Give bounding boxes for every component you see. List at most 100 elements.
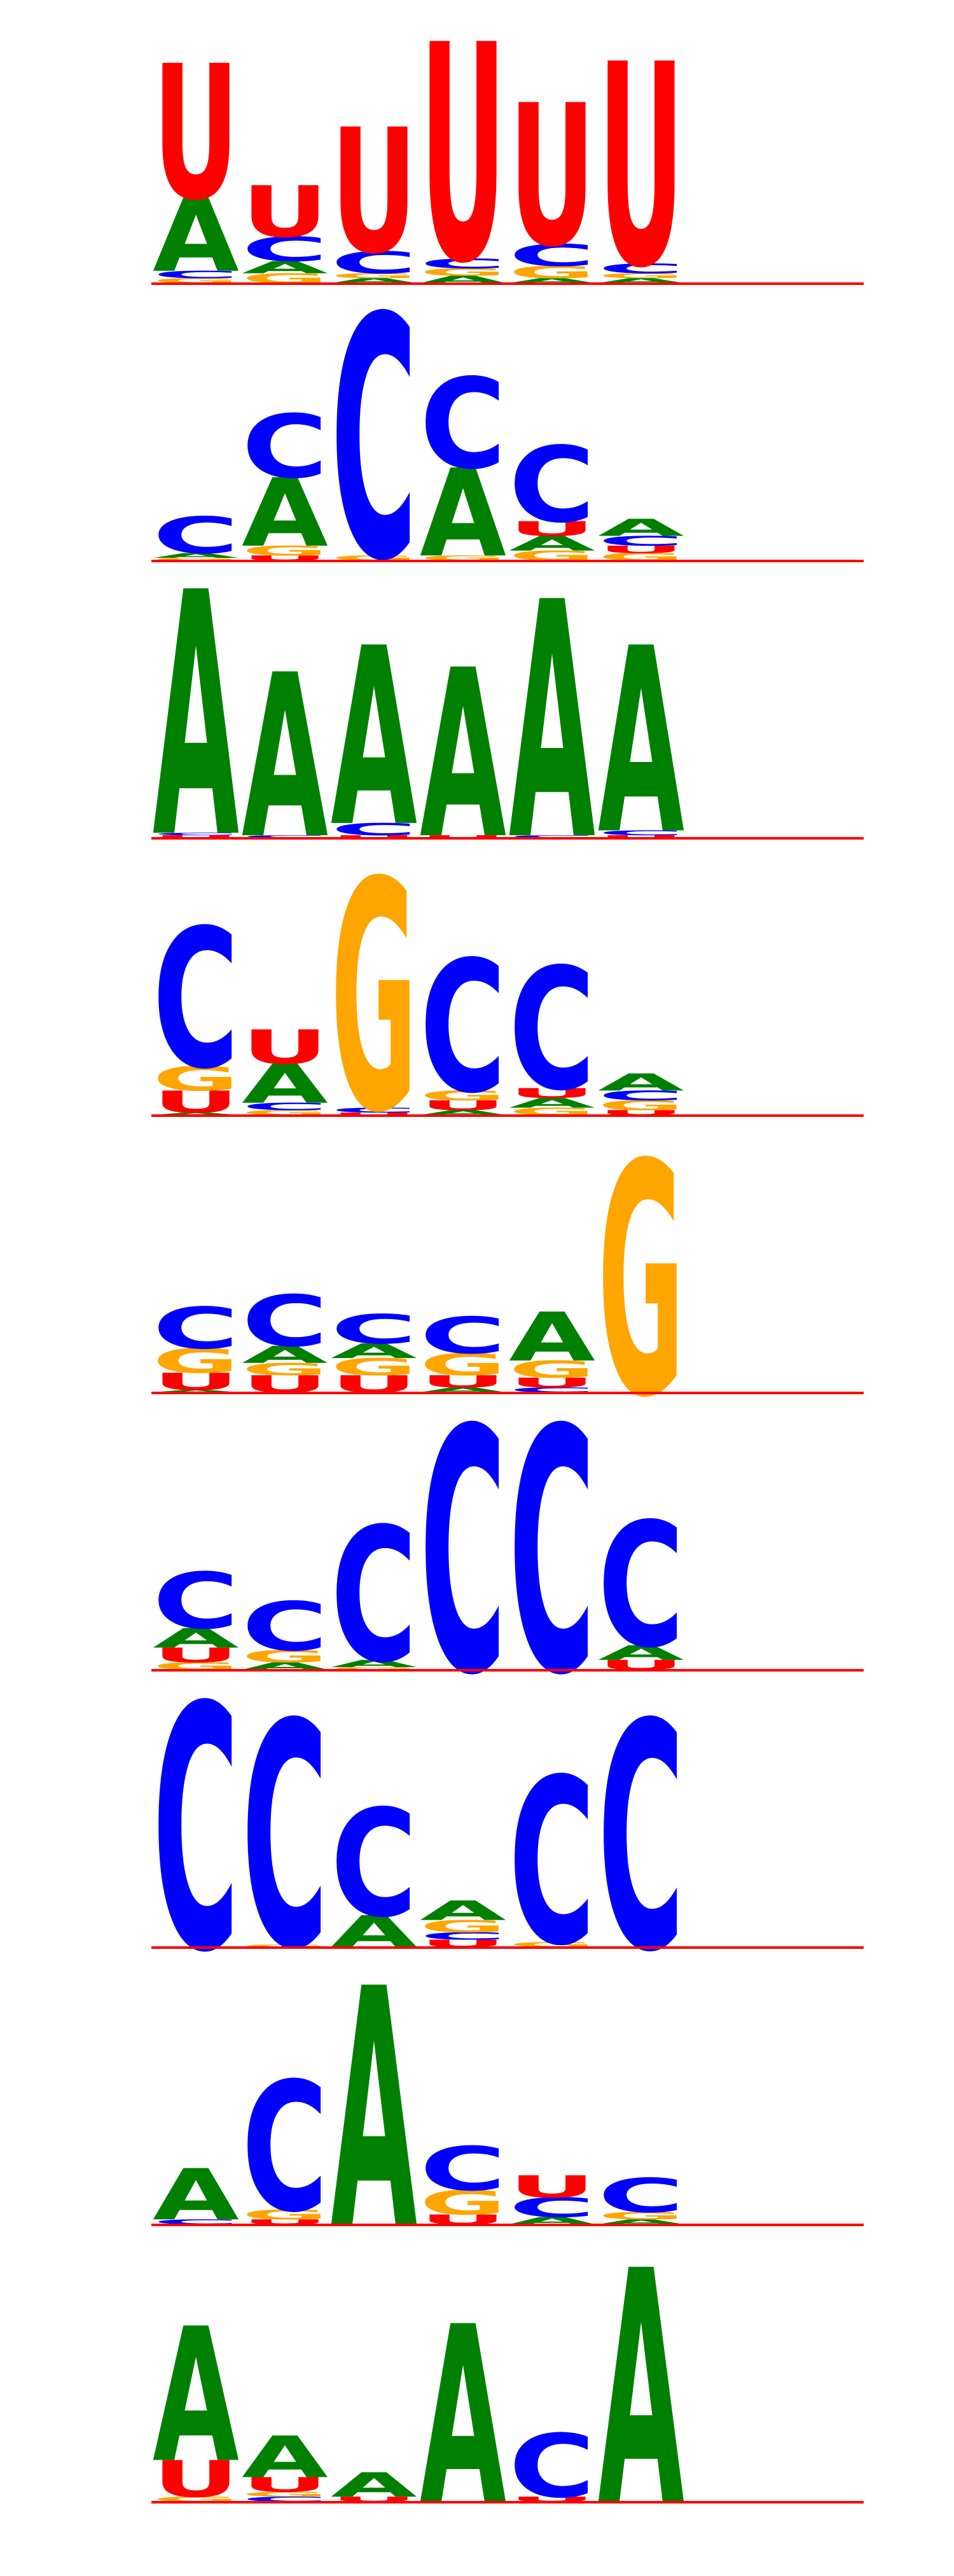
logo-column: A [331,1920,418,2302]
letter-a: A [153,2154,239,2236]
letter-u: U [420,0,506,329]
letter-a: A [242,2425,328,2491]
letter-u: U [509,2170,595,2205]
letter-c: C [242,1658,328,2018]
letter-a: A [598,514,684,541]
letter-c: C [331,820,417,840]
logo-column: UC [509,2416,595,2517]
letter-u: U [153,834,239,838]
letter-c: C [509,426,595,546]
letter-c: C [598,1658,684,2021]
letter-a: A [153,551,239,559]
logo-column: CA [509,534,596,913]
logo-column: UCA [153,522,240,913]
letter-a: A [598,1641,684,1665]
letter-c: C [242,1281,328,1363]
letter-u: U [331,92,417,291]
letter-c: C [598,261,684,276]
letter-c: C [509,238,595,273]
logo-column: UCG [331,816,417,1183]
letter-g: G [420,267,506,278]
letter-u: U [153,2450,239,2509]
letter-g: G [598,1098,684,1114]
letter-a: A [331,595,418,881]
letter-a: A [598,594,685,890]
letter-a: A [509,532,595,555]
letter-a: A [331,1907,417,1958]
letter-a: A [420,2274,507,2559]
letter-c: C [153,506,239,565]
logo-column: GAC [331,1489,417,1703]
letter-g: G [242,543,328,559]
letter-c: C [242,1588,328,1666]
letter-g: G [420,1088,506,1104]
letter-a: A [509,1095,595,1111]
letter-a: A [331,2466,417,2505]
letter-g: G [242,2491,328,2498]
logo-column: C [420,1359,506,1750]
letter-c: C [598,534,684,549]
letter-c: C [598,829,684,836]
letter-c: C [242,230,328,269]
letter-g: G [242,1360,328,1380]
letter-u: U [509,64,595,291]
letter-c: C [420,922,506,1133]
letter-u: U [242,172,328,254]
letter-g: G [331,1666,417,1670]
letter-u: U [153,1368,239,1395]
letter-c: C [153,269,239,280]
letter-c: C [153,1556,239,1646]
logo-panel: UCA CA UCA UA CA UCA [151,522,864,913]
letter-c: C [509,1359,595,1750]
letter-c: C [153,1637,239,2027]
logo-column: CA [242,627,329,889]
letter-g: G [598,272,684,280]
letter-g: G [153,1341,239,1380]
logo-column: CA [153,2154,239,2236]
letter-c: C [242,1101,328,1112]
letter-a: A [331,1920,418,2302]
letter-a: A [153,1623,239,1654]
letter-a: A [509,1299,595,1376]
letter-g: G [509,1356,595,1383]
letter-g: G [598,2210,684,2222]
logo-column: UCA [598,594,685,890]
letter-g: G [420,1347,506,1382]
letter-g: G [598,1098,684,1469]
letter-c: C [242,834,328,838]
letter-a: A [242,1053,328,1116]
letter-c: C [420,1359,506,1750]
letter-u: U [509,1375,595,1391]
letter-c: C [331,1778,417,1950]
letter-u: U [509,1086,595,1102]
letter-c: C [242,2045,328,2252]
letter-u: U [420,1098,506,1114]
logo-column: A [598,2203,685,2576]
letter-c: C [598,1487,684,1686]
letter-c: C [331,1489,417,1703]
letter-u: U [420,834,506,838]
letter-c: C [420,2134,506,2205]
letter-c: C [509,2416,595,2517]
letter-u: U [153,1644,239,1667]
letter-g: G [509,263,595,282]
letter-g: G [153,557,239,561]
letter-a: A [420,1895,506,1927]
letter-c: C [331,248,417,635]
